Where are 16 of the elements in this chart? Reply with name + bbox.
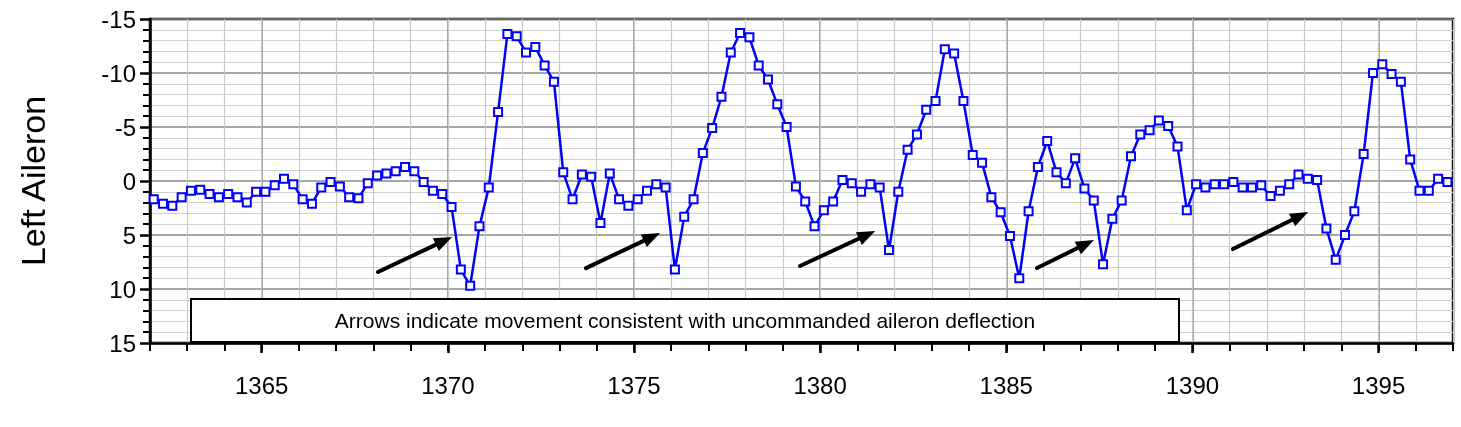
y-tick-label: 15 xyxy=(109,329,136,357)
x-tick-label: 1390 xyxy=(1165,371,1220,399)
x-tick-label: 1375 xyxy=(607,371,661,399)
y-tick-label: 10 xyxy=(109,275,136,303)
note-box: Arrows indicate movement consistent with uncommanded aileron deflection xyxy=(190,298,1180,343)
x-tick-label: 1370 xyxy=(421,371,475,399)
y-tick-label: -10 xyxy=(101,59,136,87)
x-tick-label: 1380 xyxy=(793,371,847,399)
x-tick-label: 1395 xyxy=(1351,371,1406,399)
y-tick-label: -5 xyxy=(114,113,136,141)
x-tick-label: 1385 xyxy=(979,371,1033,399)
y-tick-label: 0 xyxy=(122,167,136,195)
x-tick-label: 1365 xyxy=(234,371,289,399)
y-tick-label: -15 xyxy=(101,5,136,33)
y-tick-label: 5 xyxy=(122,221,136,249)
y-axis-title: Left Aileron xyxy=(14,95,52,267)
